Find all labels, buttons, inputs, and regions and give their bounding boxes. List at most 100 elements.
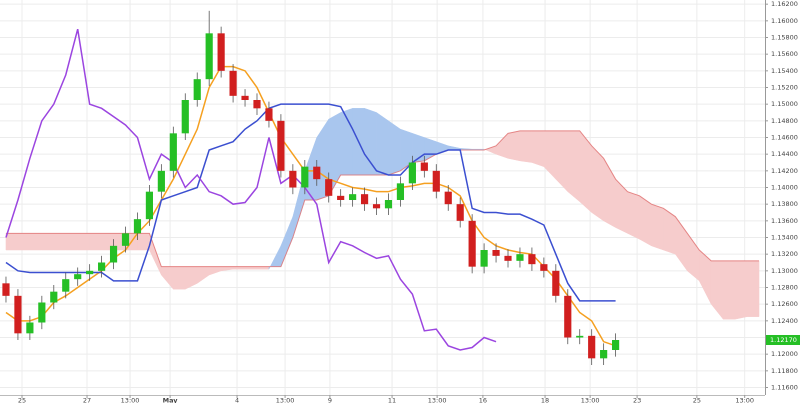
y-tick-label: 1.15000 xyxy=(771,100,798,108)
candle-body xyxy=(600,350,608,359)
y-tick-label: 1.15400 xyxy=(771,67,798,75)
candle-body xyxy=(420,162,428,171)
candle-body xyxy=(552,270,560,296)
y-tick-label: 1.14800 xyxy=(771,117,798,125)
x-tick-label: 9 xyxy=(328,397,332,403)
y-tick-label: 1.12400 xyxy=(771,317,798,325)
candle-body xyxy=(14,295,22,334)
cloud-segment xyxy=(89,233,102,251)
candle-body xyxy=(145,191,153,220)
candle-body xyxy=(528,254,536,265)
candle-body xyxy=(86,270,94,275)
y-tick-label: 1.12000 xyxy=(771,350,798,358)
cloud-edge xyxy=(5,130,760,268)
candle-body xyxy=(588,335,596,359)
candle-body xyxy=(121,233,130,246)
x-tick-label: 23 xyxy=(633,397,641,403)
candle-body xyxy=(169,133,177,171)
cloud-segment xyxy=(388,120,401,176)
candle-body xyxy=(504,255,512,261)
candle-body xyxy=(480,250,488,267)
y-tick-label: 1.14400 xyxy=(771,150,798,158)
x-tick-label: 25 xyxy=(18,397,26,403)
y-tick-label: 1.15600 xyxy=(771,50,798,58)
candle-body xyxy=(217,33,225,71)
y-tick-label: 1.12800 xyxy=(771,284,798,292)
x-tick-label: 11 xyxy=(388,397,396,403)
cloud-segment xyxy=(137,233,150,251)
cloud-segment xyxy=(77,233,90,251)
x-tick-label: 18 xyxy=(541,397,549,403)
x-tick-label: 13:00 xyxy=(428,397,447,403)
candle-body xyxy=(325,179,333,196)
candle-body xyxy=(289,170,297,188)
indicator-line xyxy=(5,28,497,351)
candle-body xyxy=(205,33,213,80)
last-price-label: 1.12170 xyxy=(770,336,797,344)
cloud-segment xyxy=(519,130,533,163)
cloud-segment xyxy=(364,107,377,176)
candle-body xyxy=(26,322,34,334)
candle-body xyxy=(408,162,416,184)
candle-body xyxy=(241,95,249,100)
candle-body xyxy=(181,100,189,134)
y-tick-label: 1.16000 xyxy=(771,17,798,25)
y-tick-label: 1.14600 xyxy=(771,134,798,142)
y-tick-label: 1.13400 xyxy=(771,234,798,242)
x-tick-label: 4 xyxy=(235,397,239,403)
last-price-box xyxy=(766,335,800,345)
candle-body xyxy=(456,204,464,221)
candle-body xyxy=(2,283,10,296)
cloud-segment xyxy=(746,260,760,317)
y-tick-label: 1.11800 xyxy=(771,367,798,375)
candle-body xyxy=(384,200,393,209)
cloud-segment xyxy=(627,191,640,240)
cloud-segment xyxy=(17,233,31,251)
candle-body xyxy=(74,274,82,280)
y-tick-label: 1.14200 xyxy=(771,167,798,175)
x-tick-label: 13:00 xyxy=(581,397,600,403)
y-tick-label: 1.13800 xyxy=(771,200,798,208)
candle-body xyxy=(576,335,584,338)
x-tick-label: 13:00 xyxy=(735,397,754,403)
cloud-segment xyxy=(531,130,545,168)
cloud-segment xyxy=(507,130,521,162)
cloud-segment xyxy=(53,233,66,251)
cloud-segment xyxy=(29,233,43,251)
candle-body xyxy=(372,204,381,209)
candle-body xyxy=(313,166,321,180)
y-tick-label: 1.13200 xyxy=(771,250,798,258)
y-tick-label: 1.12600 xyxy=(771,300,798,308)
candle-body xyxy=(277,120,285,171)
cloud-segment xyxy=(734,260,748,320)
x-tick-label: 13:00 xyxy=(121,397,140,403)
x-tick-label: 27 xyxy=(83,397,91,403)
candle-body xyxy=(38,302,46,323)
candle-body xyxy=(157,170,165,192)
candle-body xyxy=(492,250,500,256)
candle-body xyxy=(265,108,273,121)
x-tick-label: May xyxy=(163,397,179,403)
candle-body xyxy=(253,100,261,109)
cloud-segment xyxy=(41,233,55,251)
cloud-segment xyxy=(376,112,389,176)
candle-body xyxy=(98,262,106,271)
candle-body xyxy=(229,70,237,96)
cloud-segment xyxy=(5,233,19,251)
candle-body xyxy=(193,79,201,100)
candle-body xyxy=(62,279,70,292)
cloud-segment xyxy=(651,203,664,251)
y-tick-label: 1.15200 xyxy=(771,84,798,92)
candle-body xyxy=(109,245,118,263)
cloud-segment xyxy=(65,233,78,251)
y-tick-label: 1.15800 xyxy=(771,34,798,42)
candle-body xyxy=(396,183,405,200)
x-tick-label: 13:00 xyxy=(276,397,295,403)
candle-body xyxy=(360,194,369,205)
y-tick-label: 1.16200 xyxy=(771,0,798,8)
x-tick-label: 16 xyxy=(479,397,487,403)
y-tick-label: 1.13000 xyxy=(771,267,798,275)
cloud-segment xyxy=(722,260,736,320)
